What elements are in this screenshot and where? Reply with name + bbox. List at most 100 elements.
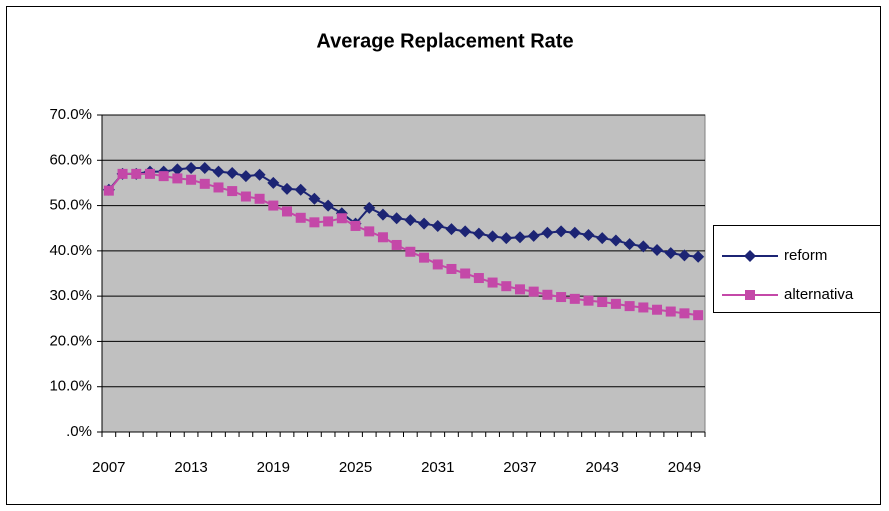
data-point [213,182,224,193]
data-point [323,216,334,227]
data-point [582,229,595,242]
data-point [665,306,676,317]
y-tick-label: .0% [66,423,92,440]
data-point [473,273,484,284]
data-point [460,268,471,279]
data-point [198,161,211,174]
data-point [282,206,293,217]
x-tick-label: 2007 [92,459,125,476]
data-point [405,246,416,257]
y-tick-label: 40.0% [49,242,92,259]
data-point [623,238,636,251]
data-point [186,174,197,185]
data-point [432,259,443,270]
data-point [692,250,705,263]
data-point [172,173,183,184]
data-point [513,231,526,244]
data-point [268,200,279,211]
x-tick-label: 2031 [421,459,454,476]
data-point [144,168,155,179]
legend [713,225,881,313]
data-point [391,239,402,250]
y-tick-label: 10.0% [49,378,92,395]
data-point [610,298,621,309]
chart-title: Average Replacement Rate [316,30,573,52]
data-point [528,286,539,297]
data-point [185,161,198,174]
data-point [541,226,554,239]
data-point [555,225,568,238]
data-point [514,284,525,295]
data-point [364,226,375,237]
data-point [103,185,114,196]
data-point [418,217,431,230]
legend-marker [745,290,755,300]
data-point [638,302,649,313]
data-point [253,168,266,181]
data-point [583,295,594,306]
x-tick-label: 2049 [668,459,701,476]
y-tick-label: 30.0% [49,287,92,304]
data-point [363,201,376,214]
data-point [459,225,472,238]
data-point [267,176,280,189]
data-point [404,214,417,227]
x-tick-label: 2043 [586,459,619,476]
legend-label: reform [784,247,827,264]
data-point [693,310,704,321]
data-point [308,192,321,205]
data-point [199,178,210,189]
data-point [664,247,677,260]
data-point [336,213,347,224]
data-point [527,229,540,242]
data-point [569,293,580,304]
data-point [637,240,650,253]
data-point [472,227,485,240]
legend-marker [744,250,756,262]
data-point [609,234,622,247]
data-point [281,182,294,195]
y-tick-label: 60.0% [49,151,92,168]
data-point [678,249,691,262]
data-point [295,212,306,223]
data-point [309,217,320,228]
data-point [597,297,608,308]
y-tick-label: 70.0% [49,106,92,123]
data-point [500,232,513,245]
data-point [226,166,239,179]
data-point [377,232,388,243]
data-point [445,223,458,236]
legend-label: alternativa [784,286,854,303]
data-point [501,281,512,292]
x-tick-label: 2013 [174,459,207,476]
data-point [240,191,251,202]
data-point [542,289,553,300]
data-point [390,212,403,225]
data-point [239,170,252,183]
data-point [212,165,225,178]
y-tick-label: 50.0% [49,197,92,214]
data-point [419,252,430,263]
data-point [568,226,581,239]
data-point [294,183,307,196]
data-point [131,168,142,179]
data-point [652,304,663,315]
data-point [158,171,169,182]
data-point [350,220,361,231]
data-point [487,277,498,288]
data-point [117,168,128,179]
data-point [556,292,567,303]
data-point [431,219,444,232]
y-tick-label: 20.0% [49,332,92,349]
x-tick-label: 2037 [503,459,536,476]
data-point [651,243,664,256]
data-point [376,208,389,221]
data-point [227,186,238,197]
data-point [624,301,635,312]
data-point [254,193,265,204]
data-point [486,230,499,243]
data-point [679,308,690,319]
data-point [446,263,457,274]
x-tick-label: 2019 [257,459,290,476]
